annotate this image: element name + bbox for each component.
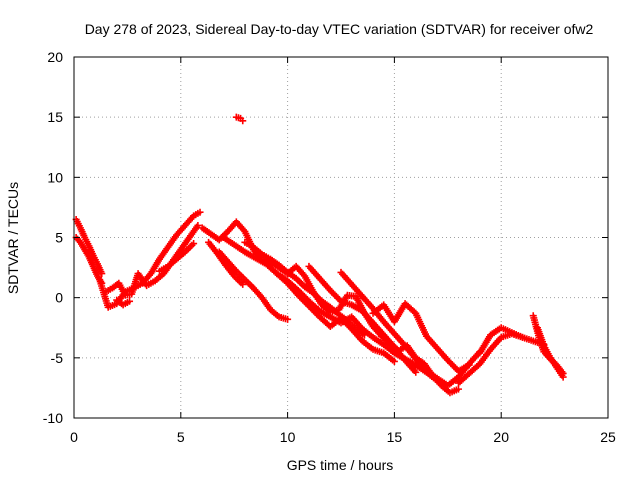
- x-axis-label: GPS time / hours: [287, 457, 394, 473]
- data-point: [190, 240, 198, 248]
- data-point: [360, 331, 368, 339]
- y-tick-label: 0: [55, 290, 63, 306]
- y-tick-label: -10: [43, 410, 63, 426]
- chart-title: Day 278 of 2023, Sidereal Day-to-day VTE…: [85, 21, 594, 37]
- x-tick-label: 0: [70, 429, 78, 445]
- data-point: [454, 385, 462, 393]
- data-point: [390, 357, 398, 365]
- data-points: [72, 113, 567, 397]
- grid: [74, 57, 608, 418]
- y-tick-label: 15: [47, 109, 63, 125]
- y-tick-label: 10: [47, 169, 63, 185]
- data-point: [284, 315, 292, 323]
- data-point: [559, 373, 567, 381]
- y-tick-label: -5: [51, 350, 64, 366]
- data-point: [126, 297, 134, 305]
- axis-ticks: 0 5 10 15 20 25 -10 -5 0 5 10 15 20: [43, 49, 616, 445]
- data-point: [239, 117, 247, 125]
- x-tick-label: 15: [387, 429, 403, 445]
- x-tick-label: 25: [600, 429, 616, 445]
- y-tick-label: 20: [47, 49, 63, 65]
- x-tick-label: 5: [177, 429, 185, 445]
- data-point: [194, 221, 202, 229]
- x-tick-label: 10: [280, 429, 296, 445]
- x-tick-label: 20: [493, 429, 509, 445]
- data-point: [196, 208, 204, 216]
- data-point: [412, 368, 420, 376]
- data-point: [465, 361, 473, 369]
- data-point: [239, 280, 247, 288]
- y-tick-label: 5: [55, 230, 63, 246]
- data-point: [444, 382, 452, 390]
- y-axis-label: SDTVAR / TECUs: [5, 182, 21, 294]
